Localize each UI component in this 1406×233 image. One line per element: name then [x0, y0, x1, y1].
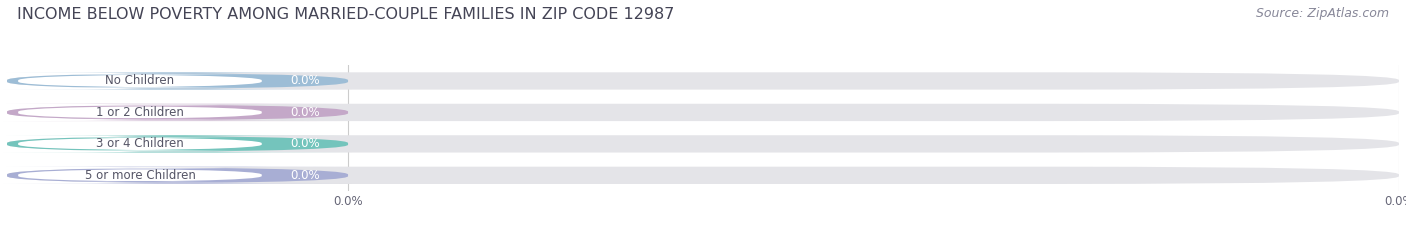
Text: 5 or more Children: 5 or more Children — [84, 169, 195, 182]
FancyBboxPatch shape — [0, 137, 294, 151]
FancyBboxPatch shape — [0, 74, 294, 88]
FancyBboxPatch shape — [7, 135, 1399, 153]
FancyBboxPatch shape — [7, 167, 1399, 184]
FancyBboxPatch shape — [0, 168, 294, 182]
Text: 3 or 4 Children: 3 or 4 Children — [96, 137, 184, 150]
Text: 0.0%: 0.0% — [290, 169, 319, 182]
Text: INCOME BELOW POVERTY AMONG MARRIED-COUPLE FAMILIES IN ZIP CODE 12987: INCOME BELOW POVERTY AMONG MARRIED-COUPL… — [17, 7, 675, 22]
FancyBboxPatch shape — [4, 135, 352, 153]
Text: 1 or 2 Children: 1 or 2 Children — [96, 106, 184, 119]
Text: 0.0%: 0.0% — [290, 75, 319, 87]
Text: 0.0%: 0.0% — [290, 106, 319, 119]
Text: No Children: No Children — [105, 75, 174, 87]
FancyBboxPatch shape — [7, 104, 1399, 121]
FancyBboxPatch shape — [4, 104, 352, 121]
FancyBboxPatch shape — [0, 106, 294, 119]
Text: 0.0%: 0.0% — [290, 137, 319, 150]
FancyBboxPatch shape — [4, 167, 352, 184]
Text: Source: ZipAtlas.com: Source: ZipAtlas.com — [1256, 7, 1389, 20]
FancyBboxPatch shape — [7, 72, 1399, 90]
FancyBboxPatch shape — [4, 72, 352, 90]
